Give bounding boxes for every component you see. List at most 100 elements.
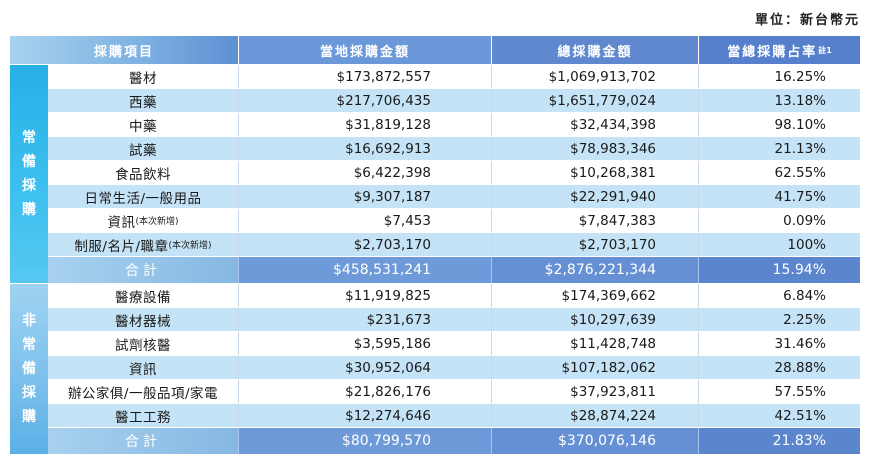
total-total-amount: $2,876,221,344 bbox=[491, 257, 698, 283]
row-item: 食品飲料 bbox=[48, 161, 238, 184]
section-label-char: 備 bbox=[22, 154, 36, 170]
row-local-amount: $173,872,557 bbox=[238, 65, 491, 88]
row-local-amount: $30,952,064 bbox=[238, 356, 491, 379]
row-item-label: 醫材 bbox=[129, 70, 157, 87]
header-local-amount: 當地採購金額 bbox=[238, 36, 491, 64]
row-total-amount: $10,297,639 bbox=[491, 308, 698, 331]
header-total-amount: 總採購金額 bbox=[491, 36, 698, 64]
row-local-amount: $21,826,176 bbox=[238, 380, 491, 403]
row-ratio: 98.10% bbox=[698, 113, 860, 136]
row-item: 醫材器械 bbox=[48, 308, 238, 331]
total-ratio: 21.83% bbox=[698, 428, 860, 454]
row-item-label: 制服/名片/職章 bbox=[74, 238, 169, 255]
table-row: 試藥 $16,692,913 $78,983,346 21.13% bbox=[48, 137, 860, 161]
table-row: 資訊 $30,952,064 $107,182,062 28.88% bbox=[48, 356, 860, 380]
row-total-amount: $11,428,748 bbox=[491, 332, 698, 355]
row-item-label: 辦公家俱/一般品項/家電 bbox=[67, 385, 219, 402]
table-row: 西藥 $217,706,435 $1,651,779,024 13.18% bbox=[48, 89, 860, 113]
row-local-amount: $3,595,186 bbox=[238, 332, 491, 355]
row-item-label: 日常生活/一般用品 bbox=[84, 190, 202, 207]
total-label: 合計 bbox=[48, 428, 238, 454]
row-item: 制服/名片/職章 (本次新增) bbox=[48, 233, 238, 256]
row-ratio: 2.25% bbox=[698, 308, 860, 331]
row-item-label: 西藥 bbox=[129, 94, 157, 111]
table-row: 中藥 $31,819,128 $32,434,398 98.10% bbox=[48, 113, 860, 137]
row-total-amount: $22,291,940 bbox=[491, 185, 698, 208]
section-label: 非常備採購 bbox=[10, 284, 48, 454]
row-total-amount: $32,434,398 bbox=[491, 113, 698, 136]
table-row: 制服/名片/職章 (本次新增) $2,703,170 $2,703,170 100% bbox=[48, 233, 860, 257]
table-row: 醫療設備 $11,919,825 $174,369,662 6.84% bbox=[48, 284, 860, 308]
row-item: 中藥 bbox=[48, 113, 238, 136]
row-ratio: 62.55% bbox=[698, 161, 860, 184]
table-row: 試劑核醫 $3,595,186 $11,428,748 31.46% bbox=[48, 332, 860, 356]
row-item-label: 醫材器械 bbox=[115, 313, 171, 330]
procurement-table: 採購項目 當地採購金額 總採購金額 當總採購占率 註1 常備採購醫材 $173,87… bbox=[10, 36, 860, 454]
row-item: 試劑核醫 bbox=[48, 332, 238, 355]
header-item: 採購項目 bbox=[10, 36, 238, 64]
row-item-label: 食品飲料 bbox=[115, 166, 171, 183]
row-item: 日常生活/一般用品 bbox=[48, 185, 238, 208]
row-local-amount: $12,274,646 bbox=[238, 404, 491, 427]
row-total-amount: $7,847,383 bbox=[491, 209, 698, 232]
row-item-label: 資訊 bbox=[129, 361, 157, 378]
row-local-amount: $217,706,435 bbox=[238, 89, 491, 112]
row-ratio: 28.88% bbox=[698, 356, 860, 379]
row-total-amount: $2,703,170 bbox=[491, 233, 698, 256]
row-total-amount: $1,651,779,024 bbox=[491, 89, 698, 112]
row-ratio: 0.09% bbox=[698, 209, 860, 232]
unit-label: 單位：新台幣元 bbox=[754, 13, 860, 28]
section-label-char: 非 bbox=[22, 313, 36, 329]
row-total-amount: $10,268,381 bbox=[491, 161, 698, 184]
row-total-amount: $107,182,062 bbox=[491, 356, 698, 379]
section-regular-procurement: 常備採購醫材 $173,872,557 $1,069,913,702 16.25% 西藥… bbox=[10, 65, 860, 283]
row-total-amount: $1,069,913,702 bbox=[491, 65, 698, 88]
table-row: 辦公家俱/一般品項/家電 $21,826,176 $37,923,811 57.55% bbox=[48, 380, 860, 404]
row-item: 醫工工務 bbox=[48, 404, 238, 427]
row-item: 西藥 bbox=[48, 89, 238, 112]
row-ratio: 6.84% bbox=[698, 284, 860, 307]
row-item-label: 中藥 bbox=[129, 118, 157, 135]
table-row: 資訊 (本次新增) $7,453 $7,847,383 0.09% bbox=[48, 209, 860, 233]
row-ratio: 41.75% bbox=[698, 185, 860, 208]
total-label: 合計 bbox=[48, 257, 238, 283]
row-item-label: 試藥 bbox=[129, 142, 157, 159]
row-ratio: 13.18% bbox=[698, 89, 860, 112]
row-ratio: 31.46% bbox=[698, 332, 860, 355]
row-local-amount: $2,703,170 bbox=[238, 233, 491, 256]
row-local-amount: $11,919,825 bbox=[238, 284, 491, 307]
header-ratio-note: 註1 bbox=[818, 45, 832, 55]
row-item: 醫療設備 bbox=[48, 284, 238, 307]
row-item: 資訊 (本次新增) bbox=[48, 209, 238, 232]
section-label-char: 購 bbox=[22, 202, 36, 218]
row-total-amount: $78,983,346 bbox=[491, 137, 698, 160]
table-row: 食品飲料 $6,422,398 $10,268,381 62.55% bbox=[48, 161, 860, 185]
section-label-char: 採 bbox=[22, 385, 36, 401]
table-row: 醫材 $173,872,557 $1,069,913,702 16.25% bbox=[48, 65, 860, 89]
section-label-char: 購 bbox=[22, 409, 36, 425]
row-item-label: 醫工工務 bbox=[115, 409, 171, 426]
header-ratio: 當總採購占率 註1 bbox=[698, 36, 860, 64]
section-non-regular-procurement: 非常備採購醫療設備 $11,919,825 $174,369,662 6.84% 醫材器… bbox=[10, 284, 860, 454]
header-ratio-label: 當總採購占率 bbox=[727, 44, 818, 60]
row-local-amount: $7,453 bbox=[238, 209, 491, 232]
row-total-amount: $174,369,662 bbox=[491, 284, 698, 307]
row-local-amount: $16,692,913 bbox=[238, 137, 491, 160]
total-row: 合計 $458,531,241 $2,876,221,344 15.94% bbox=[48, 257, 860, 283]
row-item: 辦公家俱/一般品項/家電 bbox=[48, 380, 238, 403]
row-item: 醫材 bbox=[48, 65, 238, 88]
row-item-label: 資訊 bbox=[107, 214, 136, 231]
section-label: 常備採購 bbox=[10, 65, 48, 283]
total-total-amount: $370,076,146 bbox=[491, 428, 698, 454]
table-body: 常備採購醫材 $173,872,557 $1,069,913,702 16.25% 西藥… bbox=[10, 65, 860, 454]
row-ratio: 57.55% bbox=[698, 380, 860, 403]
row-ratio: 100% bbox=[698, 233, 860, 256]
row-total-amount: $37,923,811 bbox=[491, 380, 698, 403]
row-ratio: 21.13% bbox=[698, 137, 860, 160]
total-local-amount: $458,531,241 bbox=[238, 257, 491, 283]
total-ratio: 15.94% bbox=[698, 257, 860, 283]
section-label-char: 常 bbox=[22, 130, 36, 146]
row-item: 資訊 bbox=[48, 356, 238, 379]
section-label-char: 採 bbox=[22, 178, 36, 194]
row-item-note: (本次新增) bbox=[168, 241, 212, 251]
